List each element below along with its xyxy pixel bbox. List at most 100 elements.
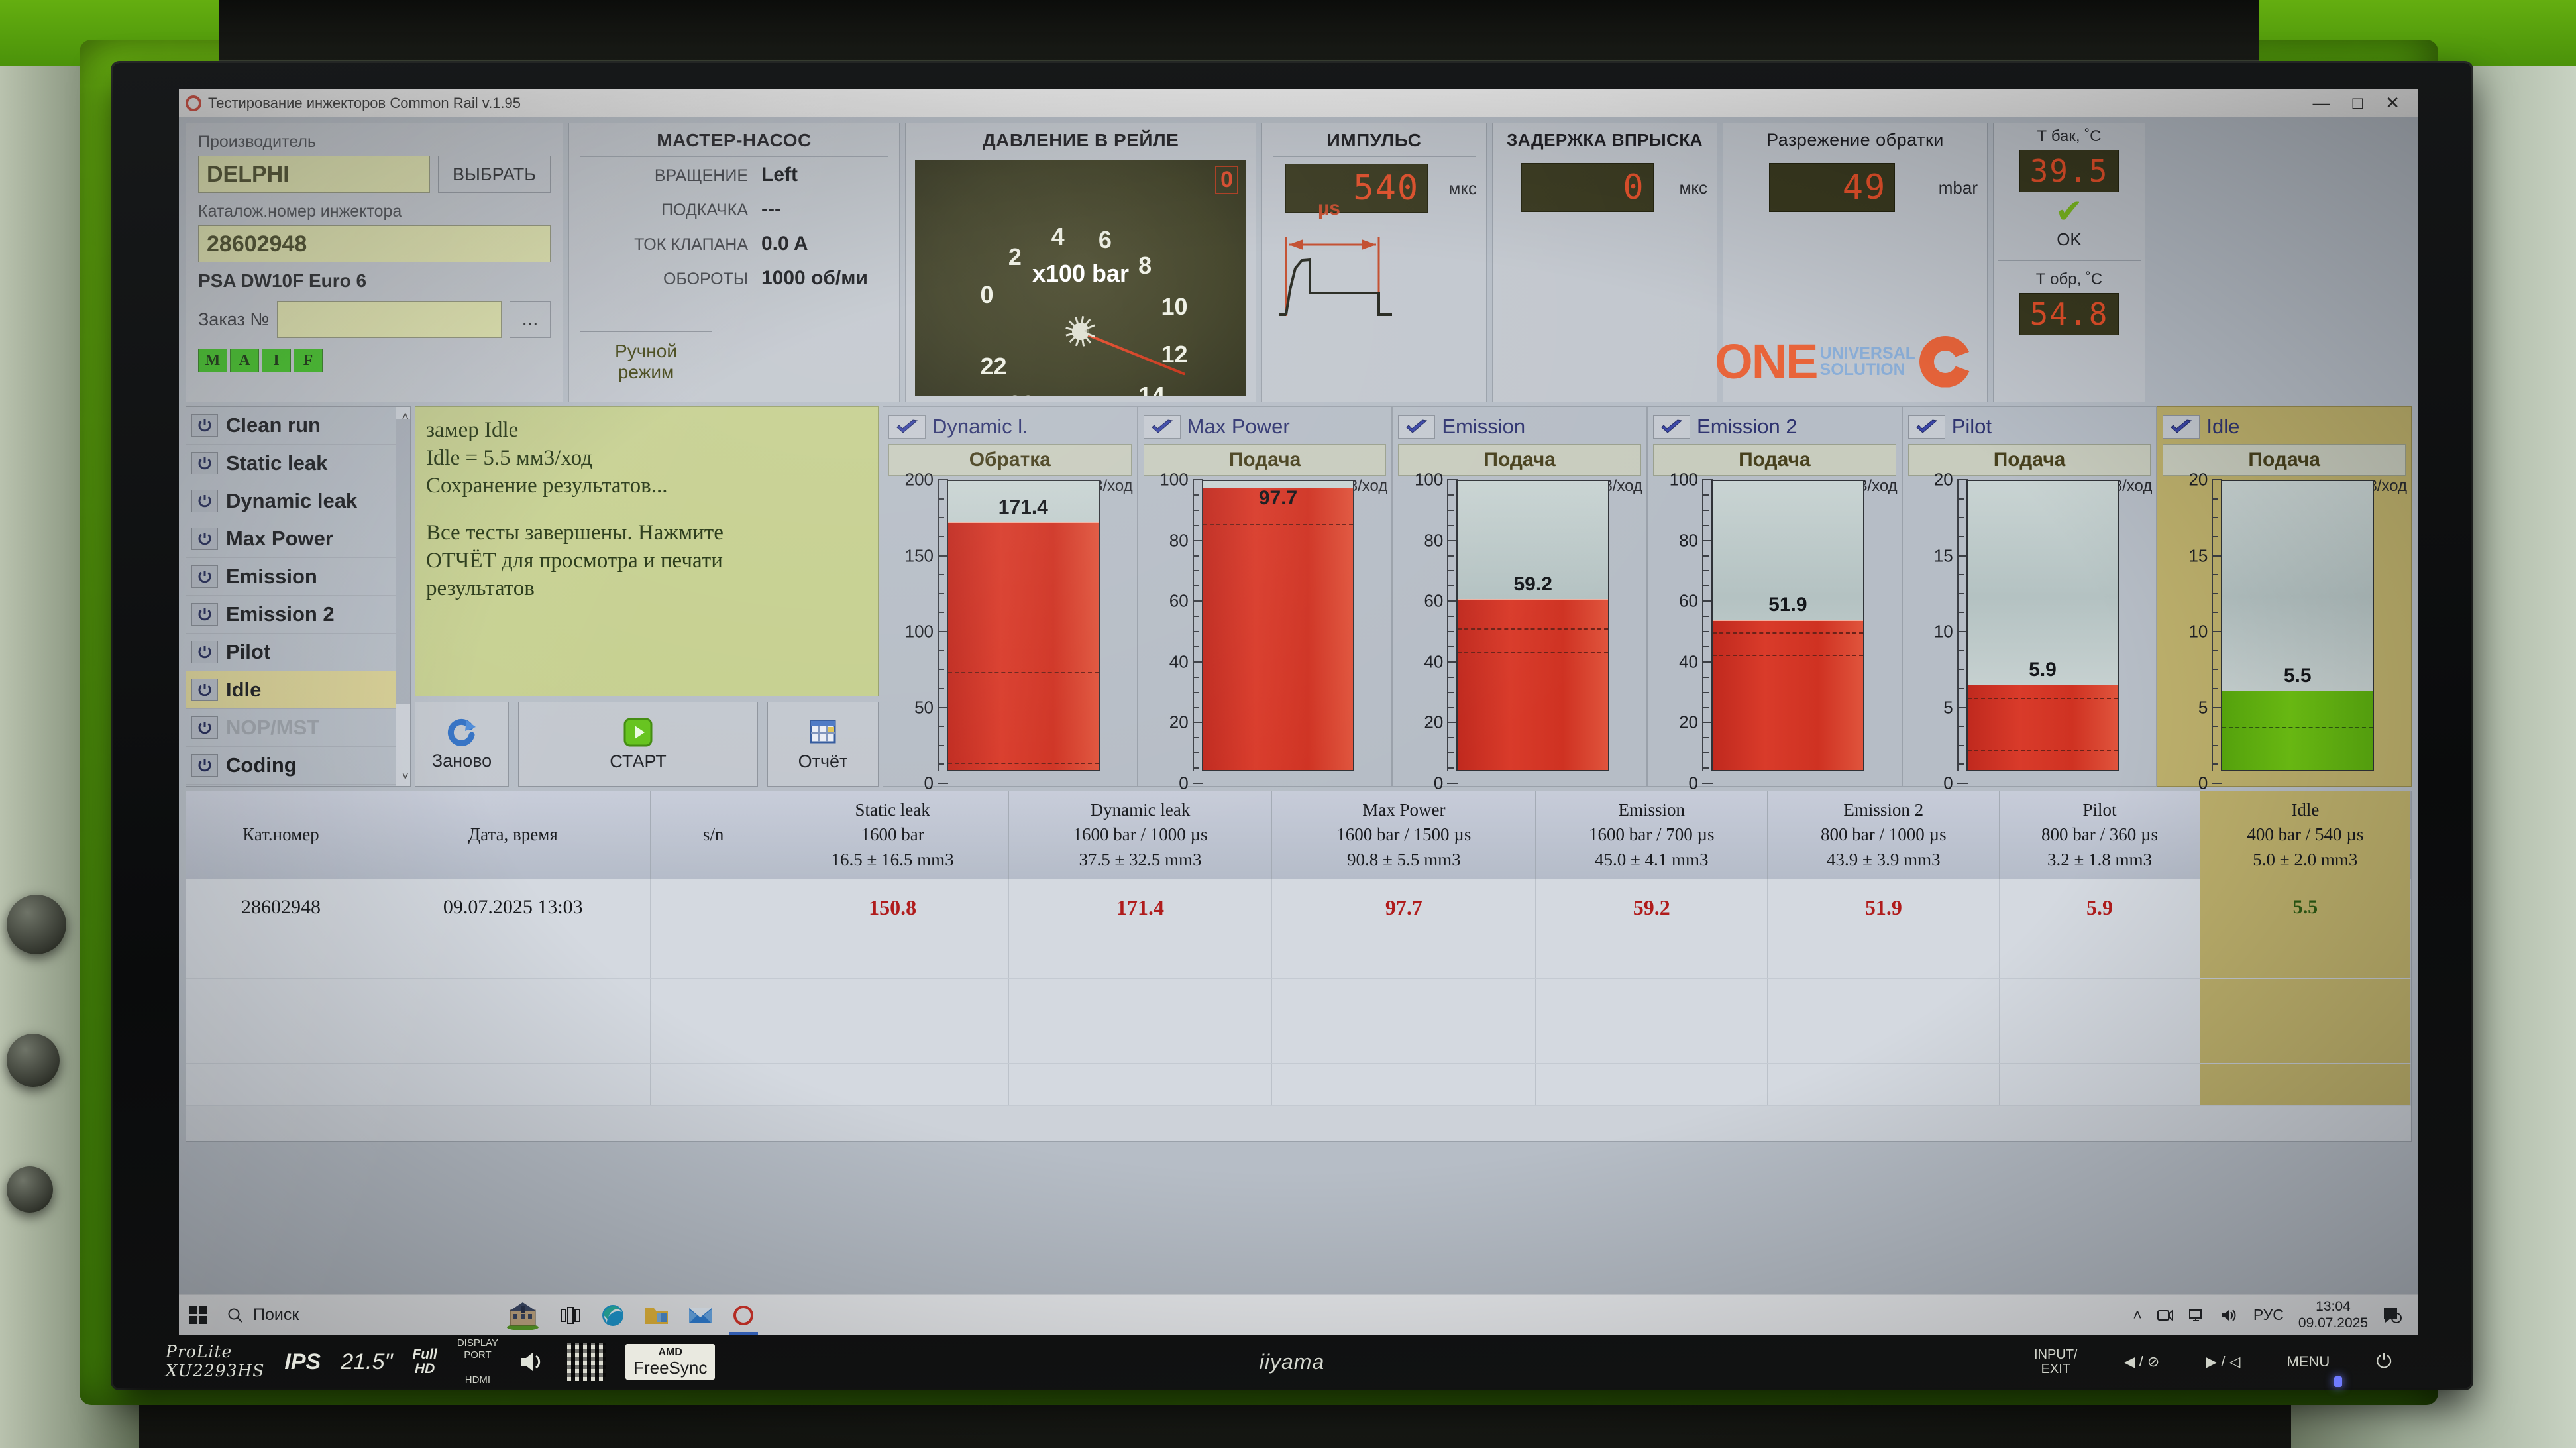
bar-axis-tick [1702, 539, 1713, 541]
osd-right-button[interactable]: ▶ / ◁ [2206, 1353, 2241, 1370]
flag-i[interactable]: I [262, 349, 291, 372]
table-cell-empty [1999, 1021, 2200, 1064]
osd-power-button[interactable]: ⏻ [2376, 1351, 2392, 1372]
test-list-item-clean-run[interactable]: Clean run [186, 407, 410, 445]
start-button-windows[interactable] [179, 1295, 217, 1336]
bar-axis-label: 150 [904, 545, 934, 565]
table-cell-empty [1535, 936, 1768, 979]
machine-knob-2 [7, 1034, 60, 1087]
table-header-tolerance: 16.5 ± 16.5 mm3 [831, 849, 954, 869]
pump-valve-current-label: ТОК КЛАПАНА [634, 235, 748, 254]
table-cell-empty [777, 1021, 1009, 1064]
test-list[interactable]: Clean run Static leak Dynamic leak Max Powe… [186, 406, 411, 787]
manufacturer-field[interactable]: DELPHI [198, 156, 430, 193]
table-cell-empty [2200, 978, 2411, 1021]
table-cell-empty [1535, 978, 1768, 1021]
checked-icon[interactable] [888, 415, 926, 439]
test-list-item-max-power[interactable]: Max Power [186, 520, 410, 558]
test-list-item-emission[interactable]: Emission [186, 558, 410, 596]
bar-axis-minor-tick [1192, 555, 1199, 557]
bar-limit-line [1967, 750, 2118, 752]
order-browse-button[interactable]: ... [510, 301, 551, 338]
taskbar-app-tester[interactable] [722, 1295, 765, 1336]
minimize-button[interactable]: — [2312, 93, 2330, 113]
scrollbar-thumb[interactable] [396, 419, 410, 704]
notifications-icon[interactable] [2383, 1307, 2402, 1324]
table-header-name: Emission [1618, 800, 1685, 820]
bar-panel-emission-2: Emission 2 Подача мм3/ход 0 20 40 60 80 100 51.9 [1647, 406, 1902, 793]
select-manufacturer-button[interactable]: ВЫБРАТЬ [438, 156, 551, 193]
tray-language[interactable]: РУС [2253, 1306, 2284, 1323]
manual-mode-button[interactable]: Ручной режим [580, 331, 712, 392]
bar-axis-minor-tick [1702, 737, 1709, 739]
close-button[interactable]: ✕ [2385, 93, 2400, 113]
flag-f[interactable]: F [294, 349, 323, 372]
bar-limit-line [1458, 651, 1609, 653]
maximize-button[interactable]: □ [2352, 93, 2363, 113]
bar-axis-minor-tick [1957, 687, 1964, 689]
bar-axis-minor-tick [2212, 726, 2219, 728]
test-list-item-static-leak[interactable]: Static leak [186, 445, 410, 482]
bar-header: Emission 2 [1650, 411, 1899, 443]
taskbar-app-mansion[interactable] [496, 1295, 550, 1336]
test-list-item-dynamic-leak[interactable]: Dynamic leak [186, 482, 410, 520]
checked-icon[interactable] [1907, 415, 1945, 439]
taskbar-app-mail[interactable] [678, 1295, 722, 1336]
bar-axis-minor-tick [938, 535, 944, 537]
table-cell: 97.7 [1271, 879, 1536, 936]
bar-header: Idle [2160, 411, 2408, 443]
bar-plot: мм3/ход 0 20 40 60 80 100 51.9 [1650, 470, 1899, 793]
order-number-input[interactable] [277, 301, 502, 338]
table-report-icon [810, 720, 836, 743]
checked-icon[interactable] [1398, 415, 1436, 439]
test-list-scrollbar[interactable]: ˄ ˅ [396, 407, 410, 786]
windows-taskbar: Поиск [179, 1294, 2418, 1335]
scroll-down-icon[interactable]: ˅ [402, 769, 409, 783]
checked-icon[interactable] [1143, 415, 1181, 439]
test-list-item-idle[interactable]: Idle [186, 671, 410, 709]
bar-axis-minor-tick [1192, 737, 1199, 739]
taskbar-app-explorer[interactable] [635, 1295, 678, 1336]
divider [1998, 260, 2141, 261]
table-row[interactable]: 28602948 09.07.2025 13:03 150.8 171.4 97.7 59… [186, 879, 2411, 936]
test-list-item-emission-2[interactable]: Emission 2 [186, 596, 410, 634]
taskbar-app-edge[interactable] [591, 1295, 635, 1336]
start-button[interactable]: СТАРТ [518, 702, 758, 787]
tray-clock[interactable]: 13:04 09.07.2025 [2298, 1299, 2368, 1331]
table-cell-empty [1008, 1021, 1273, 1064]
tray-expand-icon[interactable]: ˄ [2133, 1306, 2142, 1323]
table-header-name: Кат.номер [242, 824, 319, 845]
osd-left-button[interactable]: ◀ / ⊘ [2123, 1353, 2160, 1370]
network-tray-icon[interactable] [2188, 1308, 2206, 1323]
osd-menu-button[interactable]: MENU [2286, 1353, 2330, 1370]
scroll-up-icon[interactable]: ˄ [402, 410, 409, 423]
flag-a[interactable]: A [230, 349, 259, 372]
bar-axis-tick [1447, 661, 1458, 663]
restart-button[interactable]: Заново [415, 702, 509, 787]
camera-tray-icon[interactable] [2157, 1308, 2174, 1323]
gauge-tick-label: 20 [1008, 390, 1035, 396]
taskbar-app-taskview[interactable] [550, 1295, 591, 1336]
flag-m[interactable]: M [198, 349, 227, 372]
table-cell-empty [1999, 1063, 2200, 1106]
test-list-item-coding[interactable]: Coding [186, 747, 410, 785]
catalog-number-field[interactable]: 28602948 [198, 225, 551, 262]
injection-delay-unit: мкс [1679, 177, 1707, 197]
volume-tray-icon[interactable] [2220, 1308, 2239, 1323]
table-cell-empty [650, 1063, 777, 1106]
windows-logo-icon [189, 1306, 207, 1324]
checked-icon[interactable] [1653, 415, 1691, 439]
test-list-item-pilot[interactable]: Pilot [186, 634, 410, 671]
bar-title: Emission [1442, 415, 1526, 438]
bar-title: Pilot [1951, 415, 1992, 438]
report-button[interactable]: Отчёт [767, 702, 879, 787]
checked-icon[interactable] [2163, 415, 2200, 439]
bar-axis [1957, 480, 1959, 771]
table-cell-empty [1271, 936, 1536, 979]
bar-panel-pilot: Pilot Подача мм3/ход 0 5 10 15 20 5.9 [1902, 406, 2157, 793]
taskbar-search[interactable]: Поиск [217, 1295, 496, 1336]
osd-input-exit-button[interactable]: INPUT/ EXIT [2034, 1347, 2078, 1376]
table-header-name: Pilot [2082, 800, 2117, 820]
table-header-tolerance: 3.2 ± 1.8 mm3 [2047, 849, 2153, 869]
bar-axis-tick [1957, 555, 1968, 557]
